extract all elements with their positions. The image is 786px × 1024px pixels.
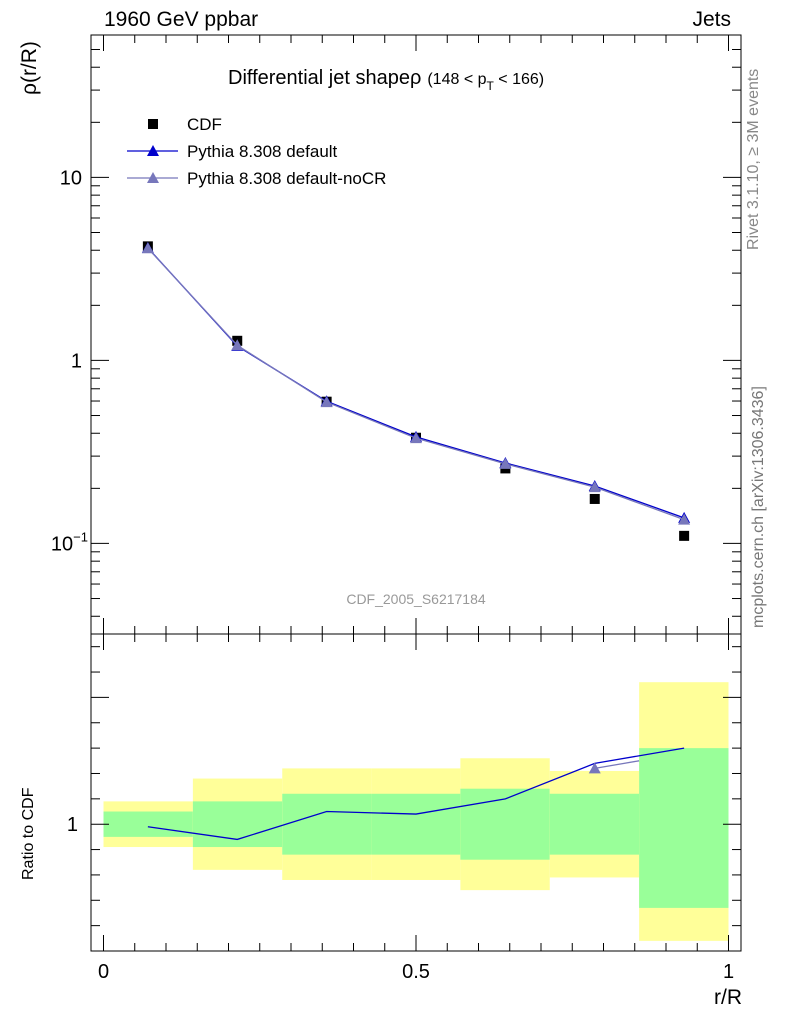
analysis-watermark: CDF_2005_S6217184 xyxy=(346,591,486,607)
inner-band-bin xyxy=(103,811,193,837)
inner-band-bin xyxy=(192,801,283,848)
mc-data-point xyxy=(320,396,333,408)
inner-band-bin xyxy=(282,793,372,855)
legend-label: Pythia 8.308 default-noCR xyxy=(187,169,386,188)
x-axis-label: r/R xyxy=(714,986,742,1009)
inner-band-bin xyxy=(460,788,550,860)
mc-data-point xyxy=(231,339,244,351)
legend-label: Pythia 8.308 default xyxy=(187,142,338,161)
mc-data-point xyxy=(678,513,691,525)
legend-marker xyxy=(147,145,159,156)
ratio-point xyxy=(588,762,601,774)
legend-marker xyxy=(147,172,159,183)
cdf-data-point xyxy=(679,530,690,541)
mc-data-point xyxy=(141,242,154,254)
legend-marker-cdf xyxy=(148,119,158,129)
ratio-y-tick-label: 1 xyxy=(67,814,78,836)
mc-data-point xyxy=(588,481,601,493)
y-tick-label: 1 xyxy=(71,350,82,372)
x-tick-label: 1 xyxy=(723,961,734,983)
ratio-line-1 xyxy=(594,760,640,770)
mc-data-point xyxy=(410,432,422,444)
x-tick-label: 0.5 xyxy=(402,961,430,983)
inner-band-bin xyxy=(549,793,640,855)
legend: CDF Pythia 8.308 default Pythia 8.308 defa… xyxy=(127,115,386,188)
x-tick-label: 0 xyxy=(98,961,109,983)
y-tick-label: 10−1 xyxy=(51,529,88,555)
series-line-2 xyxy=(147,247,685,521)
header-observable: Jets xyxy=(692,8,731,31)
mc-data-point xyxy=(499,457,512,469)
y-tick-label: 10 xyxy=(60,167,82,189)
chart-title: Differential jet shapeρ (148 < pT < 166) xyxy=(228,67,544,93)
legend-label: CDF xyxy=(187,115,222,134)
series-line-1 xyxy=(147,247,685,519)
cdf-data-point xyxy=(589,493,600,504)
ratio-uncertainty-bands xyxy=(103,682,729,941)
inner-band-bin xyxy=(371,793,461,855)
header-process: 1960 GeV ppbar xyxy=(104,8,259,31)
inner-band-bin xyxy=(639,748,729,908)
